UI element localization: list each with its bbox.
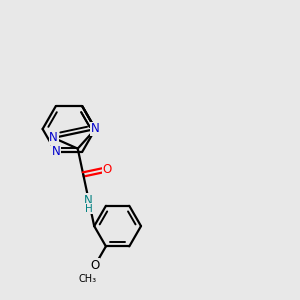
Text: O: O [102,163,112,176]
Text: N: N [91,122,100,136]
Text: O: O [90,259,99,272]
Text: H: H [85,204,93,214]
Text: N: N [51,146,60,158]
Text: N: N [84,194,93,207]
Text: CH₃: CH₃ [78,274,96,284]
Text: N: N [49,131,58,144]
